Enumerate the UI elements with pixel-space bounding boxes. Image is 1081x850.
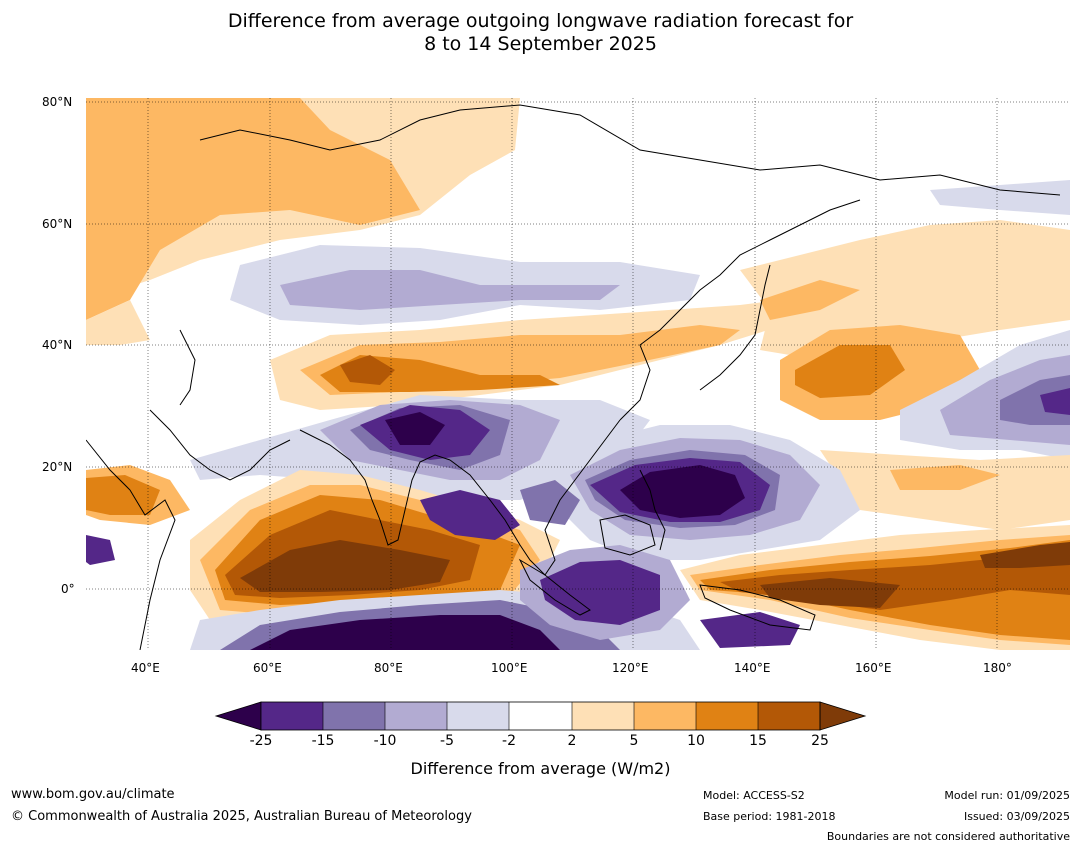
anomaly-zone-pos5 [86, 98, 420, 320]
lon-label-100e: 100°E [491, 661, 528, 675]
coastline-africa [86, 439, 176, 650]
anomaly-zone-pos5 [760, 280, 860, 320]
anomaly-zone-neg15 [700, 612, 800, 648]
coastline-caspian [179, 329, 196, 406]
colorbar-bin-neg5 [385, 702, 447, 730]
anomaly-zone-neg25 [385, 412, 445, 445]
website-link[interactable]: www.bom.gov.au/climate [11, 787, 175, 802]
model-run-date: Model run: 01/09/2025 [944, 789, 1070, 802]
colorbar [214, 701, 867, 731]
colorbar-tick: -10 [373, 733, 397, 749]
colorbar-tick: 25 [811, 733, 829, 749]
anomaly-zone-neg2 [930, 180, 1070, 215]
lon-label-60e: 60°E [253, 661, 282, 675]
olr-anomaly-field [86, 98, 1070, 650]
colorbar-tick: -5 [440, 733, 454, 749]
anomaly-zone-neg15 [1040, 388, 1070, 415]
coastline-newguinea [699, 584, 816, 631]
gridlines [86, 98, 1070, 650]
coastline-arabia [149, 409, 291, 481]
anomaly-zone-neg15 [86, 535, 115, 565]
base-period: Base period: 1981-2018 [703, 810, 836, 823]
anomaly-zone-pos5 [890, 465, 1000, 490]
colorbar-bin-pos15 [758, 702, 820, 730]
colorbar-tick: 10 [687, 733, 705, 749]
copyright-text: © Commonwealth of Australia 2025, Austra… [11, 809, 472, 824]
colorbar-tick: 2 [567, 733, 577, 749]
lon-label-140e: 140°E [734, 661, 771, 675]
anomaly-zone-pos2 [740, 220, 1070, 360]
anomaly-zone-pos25 [980, 542, 1070, 568]
title-line-2: 8 to 14 September 2025 [424, 33, 657, 55]
coastline-arctic [199, 104, 1061, 196]
issued-date: Issued: 03/09/2025 [963, 810, 1070, 823]
coastline-india [299, 429, 451, 546]
anomaly-zone-neg10 [520, 480, 580, 525]
lon-label-180: 180° [983, 661, 1012, 675]
lat-label-40n: 40°N [42, 338, 73, 352]
anomaly-zone-neg15 [420, 490, 520, 540]
colorbar-tick: 5 [629, 733, 639, 749]
colorbar-bin-neg10 [323, 702, 385, 730]
lon-label-40e: 40°E [131, 661, 160, 675]
colorbar-max-arrow [819, 701, 867, 731]
coastline-se-asia [449, 419, 621, 576]
lat-label-80n: 80°N [42, 95, 73, 109]
anomaly-zone-neg25 [250, 615, 560, 650]
lon-label-160e: 160°E [855, 661, 892, 675]
chart-title: Difference from average outgoing longwav… [0, 10, 1081, 56]
coastline-sumatra [518, 558, 591, 616]
colorbar-bin-pos5 [634, 702, 696, 730]
lon-label-120e: 120°E [612, 661, 649, 675]
anomaly-zone-pos10 [795, 345, 905, 398]
anomaly-zone-pos25 [240, 540, 450, 592]
coastline-china [619, 199, 861, 421]
colorbar-tick: -15 [311, 733, 335, 749]
colorbar-tick: -2 [502, 733, 516, 749]
lat-label-20n: 20°N [42, 460, 73, 474]
colorbar-tick: -25 [249, 733, 273, 749]
colorbar-bin-neg15 [261, 702, 323, 730]
colorbar-bin-neg2 [447, 702, 509, 730]
coastline-philippines [639, 469, 666, 551]
colorbar-bin-pos10 [696, 702, 758, 730]
coastline-borneo [599, 514, 656, 556]
model-name: Model: ACCESS-S2 [703, 789, 805, 802]
anomaly-zone-pos2 [86, 300, 150, 345]
anomaly-zone-neg5 [280, 270, 620, 310]
anomaly-zone-pos10 [86, 475, 160, 515]
lat-label-60n: 60°N [42, 217, 73, 231]
anomaly-zone-pos25 [760, 578, 900, 608]
colorbar-bin-pos2 [572, 702, 634, 730]
colorbar-label: Difference from average (W/m2) [410, 759, 671, 778]
title-line-1: Difference from average outgoing longwav… [227, 10, 854, 32]
coastlines [86, 104, 1061, 650]
lat-label-0: 0° [61, 582, 75, 596]
anomaly-zone-neg25 [620, 465, 745, 518]
anomaly-zone-pos15 [340, 355, 395, 385]
colorbar-tick: 15 [749, 733, 767, 749]
colorbar-bin-neutral [509, 702, 572, 730]
lon-label-80e: 80°E [374, 661, 403, 675]
boundaries-disclaimer: Boundaries are not considered authoritat… [826, 830, 1070, 843]
colorbar-min-arrow [214, 701, 262, 731]
